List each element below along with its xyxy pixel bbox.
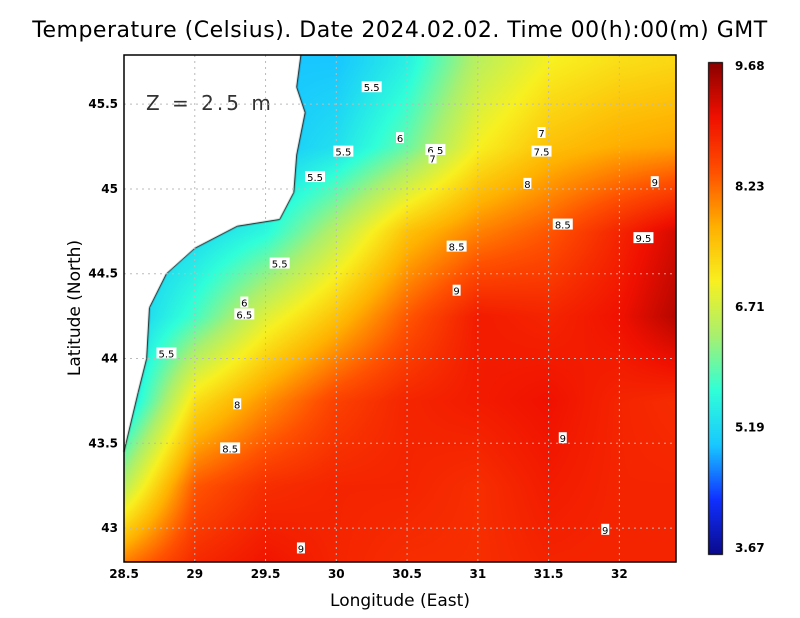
contour-label: 7 xyxy=(429,154,435,165)
contour-label: 6 xyxy=(241,299,247,310)
contour-label: 9 xyxy=(652,178,658,189)
contour-label-bg xyxy=(361,81,382,93)
contour-label: 5.5 xyxy=(335,148,351,159)
contour-label: 9 xyxy=(560,434,566,445)
contour-label-bg xyxy=(446,240,467,252)
y-tick-label: 44 xyxy=(101,352,118,366)
contour-label: 8.5 xyxy=(222,444,238,455)
contour-label-bg xyxy=(552,218,573,230)
y-tick-label: 45.5 xyxy=(88,97,118,111)
contour-label: 6 xyxy=(397,134,403,145)
contour-label-bg xyxy=(233,398,242,410)
contour-label-bg xyxy=(220,442,241,454)
contour-label: 9.5 xyxy=(635,234,651,245)
colorbar-tick-label: 8.23 xyxy=(735,180,765,194)
x-tick-label: 31.5 xyxy=(534,567,564,581)
x-tick-label: 30.5 xyxy=(392,567,422,581)
contour-label: 5.5 xyxy=(272,260,288,271)
contour-label: 5.5 xyxy=(159,349,175,360)
contour-label: 6.5 xyxy=(236,310,252,321)
contour-label-bg xyxy=(531,145,552,157)
contour-label-bg xyxy=(234,308,255,320)
contour-label: 8 xyxy=(524,180,530,191)
contour-label-bg xyxy=(296,542,305,554)
contour-label: 7.5 xyxy=(534,148,550,159)
contour-label: 9 xyxy=(453,287,459,298)
y-axis-label: Latitude (North) xyxy=(65,240,85,376)
contour-label: 8.5 xyxy=(449,243,465,254)
contour-label-bg xyxy=(428,152,437,164)
contour-label-bg xyxy=(240,296,249,308)
contour-label-bg xyxy=(269,257,290,269)
contour-label-bg xyxy=(558,432,567,444)
y-tick-label: 45 xyxy=(101,182,118,196)
x-tick-label: 28.5 xyxy=(109,567,139,581)
contour-label: 7 xyxy=(538,129,544,140)
y-tick-label: 43 xyxy=(101,521,118,535)
depth-annotation: Z = 2.5 m xyxy=(146,91,274,115)
plot-frame xyxy=(123,54,677,563)
contour-label: 5.5 xyxy=(364,83,380,94)
contour-label: 9 xyxy=(602,526,608,537)
x-tick-label: 29.5 xyxy=(251,567,281,581)
x-tick-label: 30 xyxy=(328,567,345,581)
contour-label: 8.5 xyxy=(555,221,571,232)
contour-label: 8 xyxy=(234,400,240,411)
colorbar-tick-label: 9.68 xyxy=(735,59,765,73)
contour-label-bg xyxy=(396,132,404,144)
x-tick-label: 31 xyxy=(469,567,486,581)
y-tick-label: 44.5 xyxy=(88,267,118,281)
contour-label-bg xyxy=(601,523,610,535)
x-tick-label: 32 xyxy=(611,567,628,581)
contour-label-bg xyxy=(425,143,446,155)
colorbar-tick-label: 5.19 xyxy=(735,421,765,435)
contour-label: 6.5 xyxy=(427,146,443,157)
contour-label-bg xyxy=(523,177,532,189)
contour-label-bg xyxy=(452,284,461,296)
contour-label-bg xyxy=(156,347,177,359)
contour-label-bg xyxy=(650,176,659,188)
contour-label-bg xyxy=(333,145,354,157)
contour-label-bg xyxy=(305,171,326,183)
contour-label: 9 xyxy=(298,544,304,555)
y-tick-label: 43.5 xyxy=(88,436,118,450)
colorbar-tick-label: 6.71 xyxy=(735,300,765,314)
contour-label-bg xyxy=(537,127,546,138)
contour-label: 5.5 xyxy=(307,173,323,184)
chart-title: Temperature (Celsius). Date 2024.02.02. … xyxy=(32,18,768,43)
x-tick-label: 29 xyxy=(186,567,203,581)
contour-label-bg xyxy=(633,232,654,244)
x-axis-label: Longitude (East) xyxy=(330,591,470,611)
colorbar-tick-label: 3.67 xyxy=(735,541,765,555)
